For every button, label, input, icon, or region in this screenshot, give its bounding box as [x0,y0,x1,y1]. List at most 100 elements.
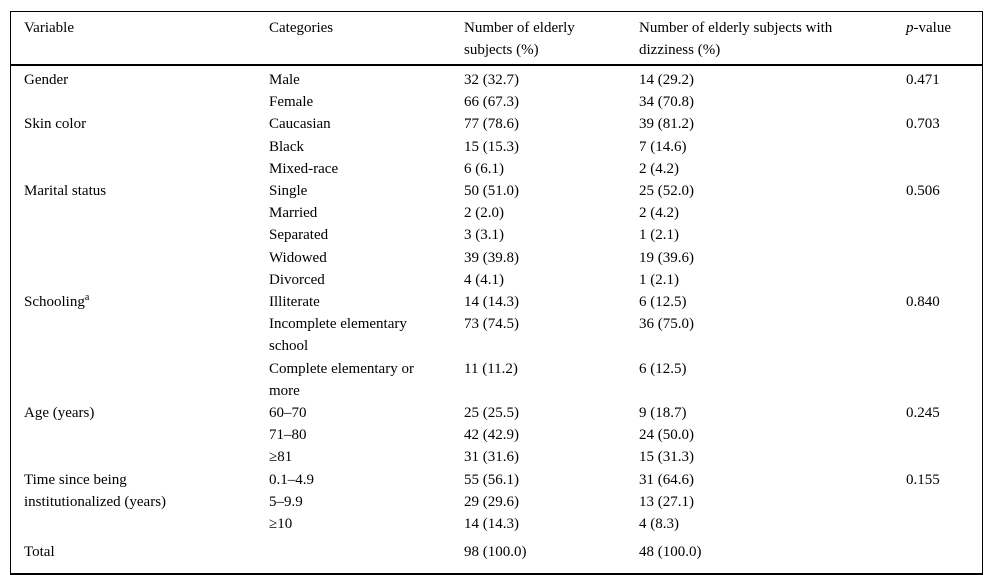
cell-category: Illiterate [269,294,320,311]
cell-subjects: 73 (74.5) [464,316,519,333]
cell-dizziness: 2 (4.2) [639,160,679,177]
table-row: 5–9.9 29 (29.6) 13 (27.1) [11,491,982,513]
cell-p-value: 0.703 [906,116,940,133]
cell-subjects: 15 (15.3) [464,138,519,155]
table-row: Widowed 39 (39.8) 19 (39.6) [11,247,982,269]
p-italic: p [906,20,914,36]
header-dizziness: Number of elderly subjects with dizzines… [626,12,893,66]
cell-category: 5–9.9 [269,493,303,510]
cell-category: Separated [269,227,329,244]
cell-subjects: 50 (51.0) [464,183,519,200]
cell-subjects: 11 (11.2) [464,360,518,377]
cell-dizziness: 25 (52.0) [639,183,694,200]
cell-dizziness: 6 (12.5) [639,294,687,311]
cell-variable: Total [24,544,55,561]
cell-dizziness: 4 (8.3) [639,516,679,533]
cell-variable: Gender [24,72,69,88]
cell-category: Complete elementary or more [269,360,414,399]
cell-category: Female [269,94,314,111]
cell-subjects: 31 (31.6) [464,449,519,466]
table-row: 71–80 42 (42.9) 24 (50.0) [11,424,982,446]
cell-p-value [893,513,982,535]
cell-dizziness: 9 (18.7) [639,405,687,422]
cell-dizziness: 31 (64.6) [639,471,694,488]
cell-p-value: 0.245 [906,405,940,422]
header-categories: Categories [256,12,451,66]
cell-dizziness: 6 (12.5) [639,360,687,377]
cell-category: 71–80 [269,427,307,444]
cell-category: Single [269,183,308,200]
demographics-table-frame: Variable Categories Number of elderly su… [10,11,983,575]
cell-dizziness: 13 (27.1) [639,493,694,510]
cell-category: 0.1–4.9 [269,471,314,488]
cell-subjects: 6 (6.1) [464,160,504,177]
table-row: Separated 3 (3.1) 1 (2.1) [11,224,982,246]
cell-p-value [893,224,982,246]
cell-variable: Schoolinga [11,291,256,402]
cell-category: Married [269,205,318,222]
cell-dizziness: 14 (29.2) [639,72,694,88]
cell-subjects: 55 (56.1) [464,471,519,488]
cell-p-value: 0.155 [906,471,940,488]
cell-subjects: 98 (100.0) [464,544,527,561]
cell-variable: Skin color [24,116,87,133]
cell-subjects: 66 (67.3) [464,94,519,111]
cell-category: Incomplete elementary school [269,316,407,355]
cell-category: Caucasian [269,116,331,133]
cell-dizziness: 2 (4.2) [639,205,679,222]
table-row: Incomplete elementary school 73 (74.5) 3… [11,313,982,357]
cell-variable: Time since being institutionalized (year… [11,469,256,536]
cell-p-value [893,535,982,573]
cell-subjects: 14 (14.3) [464,516,519,533]
cell-dizziness: 36 (75.0) [639,316,694,333]
cell-subjects: 14 (14.3) [464,294,519,311]
cell-category: ≥81 [269,449,293,466]
cell-category [256,535,451,573]
cell-subjects: 42 (42.9) [464,427,519,444]
cell-dizziness: 48 (100.0) [639,544,702,561]
table-row: Female 66 (67.3) 34 (70.8) [11,91,982,113]
variable-label: Time since being institutionalized (year… [24,471,167,510]
cell-p-value [893,424,982,446]
cell-p-value: 0.506 [906,183,940,200]
header-row: Variable Categories Number of elderly su… [11,12,982,66]
cell-p-value [893,491,982,513]
header-subjects: Number of elderly subjects (%) [451,12,626,66]
cell-dizziness: 7 (14.6) [639,138,687,155]
cell-subjects: 4 (4.1) [464,271,504,288]
cell-subjects: 29 (29.6) [464,493,519,510]
cell-subjects: 39 (39.8) [464,249,519,266]
table-row: Skin color Caucasian 77 (78.6) 39 (81.2)… [11,113,982,135]
cell-p-value [893,313,982,357]
cell-p-value [893,91,982,113]
table-row: Married 2 (2.0) 2 (4.2) [11,202,982,224]
cell-subjects: 25 (25.5) [464,405,519,422]
cell-subjects: 2 (2.0) [464,205,504,222]
cell-dizziness: 24 (50.0) [639,427,694,444]
cell-p-value: 0.471 [906,72,940,88]
cell-category: Male [269,72,300,88]
cell-p-value [893,358,982,402]
cell-p-value [893,269,982,291]
p-rest: -value [913,20,951,36]
table-row: ≥81 31 (31.6) 15 (31.3) [11,446,982,468]
cell-p-value [893,202,982,224]
table-row: Age (years) 60–70 25 (25.5) 9 (18.7) 0.2… [11,402,982,424]
header-variable: Variable [11,12,256,66]
table-row-total: Total 98 (100.0) 48 (100.0) [11,535,982,573]
cell-p-value [893,247,982,269]
table-row: Marital status Single 50 (51.0) 25 (52.0… [11,180,982,202]
table-row: Gender Male 32 (32.7) 14 (29.2) 0.471 [11,65,982,91]
cell-subjects: 3 (3.1) [464,227,504,244]
cell-category: Mixed-race [269,160,339,177]
table-row: Black 15 (15.3) 7 (14.6) [11,136,982,158]
demographics-table: Variable Categories Number of elderly su… [11,12,982,573]
table-row: Time since being institutionalized (year… [11,469,982,510]
table-row: Divorced 4 (4.1) 1 (2.1) [11,269,982,291]
cell-subjects: 77 (78.6) [464,116,519,133]
cell-dizziness: 39 (81.2) [639,116,694,133]
cell-variable: Age (years) [24,405,95,422]
cell-category: Black [269,138,304,155]
footnote-marker: a [84,292,90,304]
cell-variable: Marital status [24,183,107,200]
